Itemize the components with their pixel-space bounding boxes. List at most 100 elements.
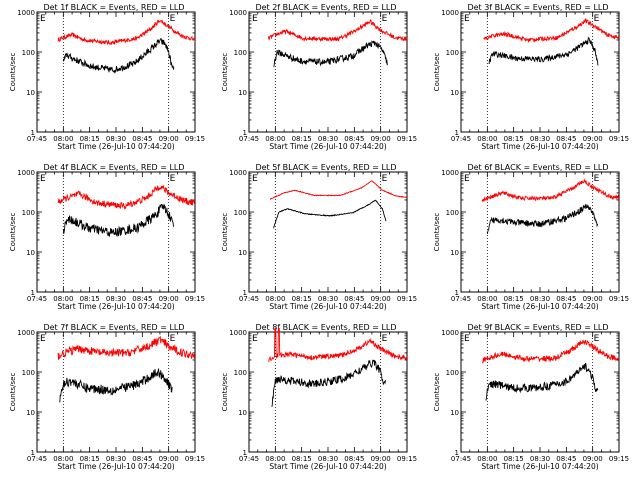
y-tick-label: 1000	[17, 9, 35, 17]
x-tick-label: 09:15	[609, 455, 629, 463]
x-tick-label: 08:45	[132, 295, 152, 303]
y-tick-label: 1	[243, 289, 247, 297]
x-tick-label: 08:15	[292, 135, 312, 143]
plot-frame	[460, 11, 620, 133]
x-tick-label: 09:15	[609, 295, 629, 303]
y-tick-label: 10	[450, 89, 459, 97]
chart-title: Det 1f BLACK = Events, RED = LLD	[43, 3, 184, 12]
x-tick-label: 09:00	[371, 455, 391, 463]
y-axis-label: Counts/sec	[9, 213, 17, 252]
x-tick-label: 08:00	[265, 135, 285, 143]
y-tick-label: 1	[455, 289, 459, 297]
y-tick-label: 1000	[229, 9, 247, 17]
y-tick-label: 10	[238, 409, 247, 417]
event-marker-end: E	[170, 334, 176, 344]
x-tick-label: 07:45	[239, 295, 259, 303]
chart-panel-1: Det 1f BLACK = Events, RED = LLD 1 10 100 10…	[9, 3, 205, 151]
x-tick-label: 08:30	[530, 455, 550, 463]
chart-title: Det 8f BLACK = Events, RED = LLD	[255, 323, 396, 332]
x-axis-label: Start Time (26-Jul-10 07:44:20)	[481, 462, 598, 471]
x-tick-label: 08:15	[80, 295, 100, 303]
chart-title: Det 2f BLACK = Events, RED = LLD	[255, 3, 396, 12]
y-tick-label: 1	[31, 449, 35, 457]
x-tick-label: 07:45	[239, 455, 259, 463]
chart-panel-6: Det 6f BLACK = Events, RED = LLD 1 10 100 10…	[433, 163, 629, 311]
x-tick-label: 08:30	[530, 295, 550, 303]
event-marker-start: E	[464, 14, 470, 24]
x-tick-label: 09:15	[185, 295, 205, 303]
y-tick-label: 100	[446, 49, 459, 57]
series-lld-line	[481, 339, 619, 364]
x-tick-label: 08:15	[504, 295, 524, 303]
x-tick-label: 09:15	[185, 135, 205, 143]
y-tick-label: 1	[31, 289, 35, 297]
series-lld-line	[57, 184, 195, 210]
x-tick-label: 07:45	[239, 135, 259, 143]
y-tick-label: 1	[455, 449, 459, 457]
plot-frame	[460, 171, 620, 293]
event-marker-start: E	[40, 174, 46, 184]
x-axis-label: Start Time (26-Jul-10 07:44:20)	[57, 302, 174, 311]
event-marker-start: E	[252, 14, 258, 24]
series-events-line	[62, 203, 175, 238]
y-tick-label: 1000	[229, 169, 247, 177]
x-tick-label: 09:15	[185, 455, 205, 463]
y-tick-label: 100	[234, 209, 247, 217]
chart-title: Det 3f BLACK = Events, RED = LLD	[467, 3, 608, 12]
x-tick-label: 08:30	[318, 295, 338, 303]
x-axis-label: Start Time (26-Jul-10 07:44:20)	[57, 142, 174, 151]
y-tick-label: 10	[26, 89, 35, 97]
plot-frame	[248, 11, 408, 133]
chart-panel-3: Det 3f BLACK = Events, RED = LLD 1 10 100 10…	[433, 3, 629, 151]
chart-title: Det 9f BLACK = Events, RED = LLD	[467, 323, 608, 332]
x-tick-label: 09:15	[397, 295, 417, 303]
chart-panel-4: Det 4f BLACK = Events, RED = LLD 1 10 100 10…	[9, 163, 205, 311]
chart-title: Det 7f BLACK = Events, RED = LLD	[43, 323, 184, 332]
x-tick-label: 07:45	[451, 135, 471, 143]
event-marker-start: E	[40, 334, 46, 344]
x-tick-label: 07:45	[451, 455, 471, 463]
x-tick-label: 08:45	[344, 135, 364, 143]
event-marker-start: E	[252, 174, 258, 184]
x-tick-label: 09:00	[159, 455, 179, 463]
event-marker-end: E	[594, 334, 600, 344]
series-events-line	[59, 368, 173, 403]
y-tick-label: 100	[234, 49, 247, 57]
y-tick-label: 100	[22, 369, 35, 377]
series-events-line	[273, 199, 387, 229]
y-axis-label: Counts/sec	[433, 53, 441, 92]
x-tick-label: 09:15	[397, 135, 417, 143]
x-axis-label: Start Time (26-Jul-10 07:44:20)	[269, 142, 386, 151]
y-tick-label: 100	[22, 209, 35, 217]
x-tick-label: 08:15	[80, 455, 100, 463]
x-tick-label: 08:00	[477, 135, 497, 143]
chart-title: Det 5f BLACK = Events, RED = LLD	[255, 163, 396, 172]
y-tick-label: 1000	[229, 329, 247, 337]
x-axis-label: Start Time (26-Jul-10 07:44:20)	[481, 302, 598, 311]
x-tick-label: 07:45	[27, 295, 47, 303]
x-tick-label: 08:00	[53, 135, 73, 143]
x-tick-label: 09:00	[159, 135, 179, 143]
series-events-line	[486, 204, 599, 235]
y-axis-label: Counts/sec	[221, 373, 229, 412]
y-tick-label: 100	[446, 209, 459, 217]
y-tick-label: 1	[243, 449, 247, 457]
y-tick-label: 1000	[441, 169, 459, 177]
y-axis-label: Counts/sec	[433, 373, 441, 412]
y-axis-label: Counts/sec	[433, 213, 441, 252]
chart-panel-8: Det 8f BLACK = Events, RED = LLD 1 10 100 10…	[221, 323, 417, 471]
chart-title: Det 6f BLACK = Events, RED = LLD	[467, 163, 608, 172]
x-tick-label: 08:15	[292, 455, 312, 463]
event-marker-end: E	[594, 174, 600, 184]
event-marker-start: E	[252, 334, 258, 344]
x-tick-label: 09:00	[371, 135, 391, 143]
y-tick-label: 10	[238, 249, 247, 257]
y-tick-label: 10	[238, 89, 247, 97]
x-tick-label: 09:00	[583, 135, 603, 143]
x-tick-label: 08:15	[504, 455, 524, 463]
event-marker-start: E	[464, 174, 470, 184]
chart-title: Det 4f BLACK = Events, RED = LLD	[43, 163, 184, 172]
x-tick-label: 08:15	[504, 135, 524, 143]
event-marker-start: E	[40, 14, 46, 24]
series-lld-line	[268, 328, 407, 363]
